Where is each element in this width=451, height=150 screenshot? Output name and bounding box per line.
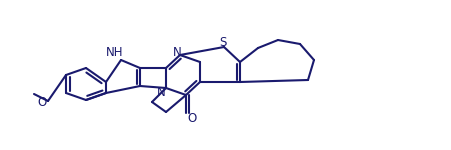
Text: N: N <box>173 45 181 58</box>
Text: S: S <box>219 36 227 48</box>
Text: N: N <box>156 87 166 99</box>
Text: O: O <box>187 111 197 124</box>
Text: O: O <box>37 96 46 108</box>
Text: NH: NH <box>106 45 124 58</box>
